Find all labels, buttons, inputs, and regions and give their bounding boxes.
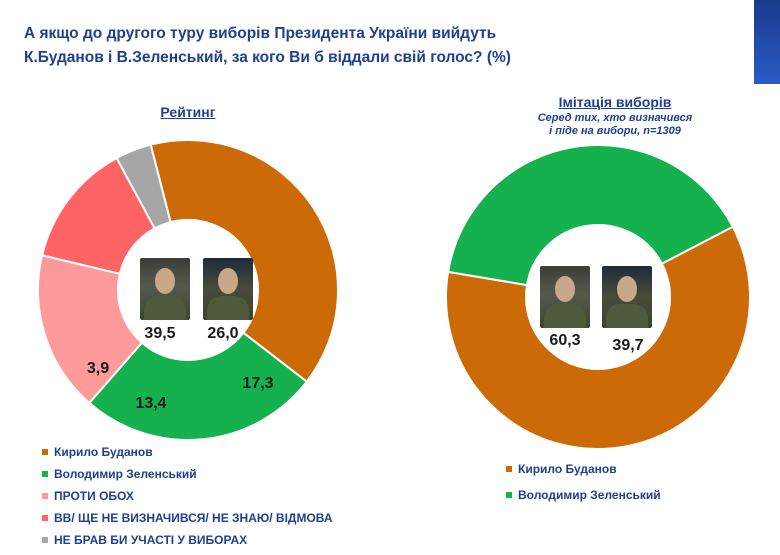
page-title: А якщо до другого туру виборів Президент… xyxy=(24,22,724,70)
chart-1-photo-budanov xyxy=(140,258,190,320)
chart-1-legend-label-4: ВВ/ ЩЕ НЕ ВИЗНАЧИВСЯ/ НЕ ЗНАЮ/ ВІДМОВА xyxy=(54,511,333,525)
chart-1-photo-zelensky xyxy=(203,258,253,320)
chart-1-data-label-5: 3,9 xyxy=(87,360,109,377)
chart-1-slice-3 xyxy=(37,254,144,405)
chart-1-legend-swatch-1 xyxy=(42,449,48,455)
chart-1-legend-item-2: Володимир Зеленський xyxy=(42,463,333,485)
chart-1-data-label-4: 13,4 xyxy=(135,395,166,412)
chart-2-heading: Імітація виборів xyxy=(558,94,672,110)
chart-2-legend-item-1: Кирило Буданов xyxy=(506,456,661,482)
corner-accent xyxy=(754,0,780,84)
title-line-1: А якщо до другого туру виборів Президент… xyxy=(24,25,497,42)
chart-2-photo-budanov xyxy=(540,266,590,328)
chart-1-slice-5 xyxy=(115,143,172,230)
chart-1-legend-label-2: Володимир Зеленський xyxy=(54,467,197,481)
chart-1-legend-label-1: Кирило Буданов xyxy=(54,445,153,459)
chart-1-legend-label-5: НЕ БРАВ БИ УЧАСТІ У ВИБОРАХ xyxy=(54,533,248,547)
chart-2-photo-zelensky xyxy=(602,266,652,328)
chart-2-subheading-line-1: Серед тих, хто визначився xyxy=(537,112,693,124)
chart-2-donut: 60,3 39,7 xyxy=(445,144,751,450)
chart-1-slice-1 xyxy=(149,139,339,384)
chart-2-legend-swatch-2 xyxy=(506,492,512,498)
chart-1-legend-swatch-5 xyxy=(42,537,48,543)
chart-1-slice-2 xyxy=(87,331,309,441)
chart-2-legend-swatch-1 xyxy=(506,466,512,472)
chart-1-donut: 39,5 26,0 17,3 13,4 3,9 xyxy=(37,139,339,441)
chart-2-slice-2 xyxy=(446,144,735,287)
title-line-2: К.Буданов і В.Зеленський, за кого Ви б в… xyxy=(24,49,511,66)
chart-1-legend-item-3: ПРОТИ ОБОХ xyxy=(42,485,333,507)
chart-2-legend-item-2: Володимир Зеленський xyxy=(506,482,661,508)
chart-1-legend-swatch-2 xyxy=(42,471,48,477)
chart-2-legend: Кирило Буданов Володимир Зеленський xyxy=(506,456,661,508)
chart-1-legend-item-1: Кирило Буданов xyxy=(42,441,333,463)
chart-1-legend-label-3: ПРОТИ ОБОХ xyxy=(54,489,134,503)
chart-1-legend-item-4: ВВ/ ЩЕ НЕ ВИЗНАЧИВСЯ/ НЕ ЗНАЮ/ ВІДМОВА xyxy=(42,507,333,529)
chart-1-legend: Кирило Буданов Володимир Зеленський ПРОТИ … xyxy=(42,441,333,551)
chart-1-legend-swatch-4 xyxy=(42,515,48,521)
chart-2-subheading-line-2: і піде на вибори, n=1309 xyxy=(549,125,681,137)
chart-2-legend-label-1: Кирило Буданов xyxy=(518,462,617,476)
chart-1-data-label-1: 39,5 xyxy=(144,325,175,342)
chart-1-data-label-3: 17,3 xyxy=(242,375,273,392)
chart-2-data-label-1: 60,3 xyxy=(549,332,580,349)
chart-2-slice-1 xyxy=(445,225,751,450)
chart-2-legend-label-2: Володимир Зеленський xyxy=(518,488,661,502)
chart-1-legend-item-5: НЕ БРАВ БИ УЧАСТІ У ВИБОРАХ xyxy=(42,529,333,551)
chart-1-data-label-2: 26,0 xyxy=(207,325,238,342)
chart-1-legend-swatch-3 xyxy=(42,493,48,499)
chart-1-heading: Рейтинг xyxy=(160,104,216,120)
chart-2-data-label-2: 39,7 xyxy=(612,337,643,354)
chart-2-subheading: Серед тих, хто визначився і піде на вибо… xyxy=(500,112,730,138)
